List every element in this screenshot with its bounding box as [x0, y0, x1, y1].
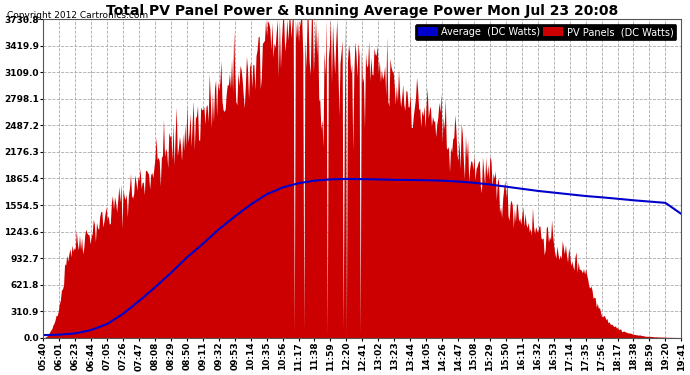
- Text: Copyright 2012 Cartronics.com: Copyright 2012 Cartronics.com: [7, 11, 148, 20]
- Title: Total PV Panel Power & Running Average Power Mon Jul 23 20:08: Total PV Panel Power & Running Average P…: [106, 4, 618, 18]
- Legend: Average  (DC Watts), PV Panels  (DC Watts): Average (DC Watts), PV Panels (DC Watts): [415, 24, 676, 40]
